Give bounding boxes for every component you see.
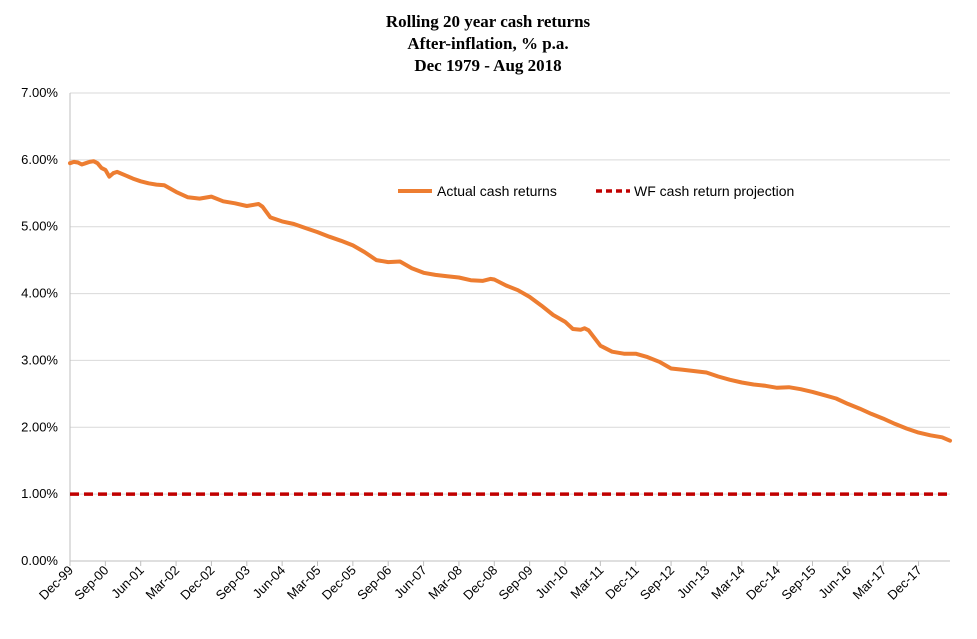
x-tick-label: Mar-17 [850,563,890,603]
y-tick-label: 2.00% [21,419,58,434]
x-tick-label: Mar-02 [142,563,182,603]
x-tick-label: Mar-05 [284,563,324,603]
x-tick-label: Dec-08 [460,563,500,603]
chart-title-line-3: Dec 1979 - Aug 2018 [414,56,561,75]
legend: Actual cash returns WF cash return projec… [398,183,794,199]
x-tick-label: Jun-01 [108,563,147,602]
legend-label-actual-cash-returns: Actual cash returns [437,183,557,199]
series [68,159,952,496]
y-tick-label: 3.00% [21,352,58,367]
x-tick-label: Dec-11 [602,563,642,603]
x-tick-label: Mar-11 [567,563,606,602]
gridlines [70,92,950,495]
x-tick-label: Jun-04 [250,563,289,602]
chart-title-line-1: Rolling 20 year cash returns [386,12,591,31]
x-tick-label: Sep-03 [213,563,253,603]
series-line-actual-cash-returns [68,159,952,443]
legend-label-wf-cash-return-projection: WF cash return projection [634,183,794,199]
x-tick-label: Mar-14 [708,563,748,603]
y-tick-label: 1.00% [21,486,58,501]
x-tick-label: Sep-00 [71,563,111,603]
x-tick-label: Sep-09 [496,563,536,603]
axes: 0.00% 1.00% 2.00% 3.00% 4.00% 5.00% 6.00% 7.00%… [21,85,950,603]
x-tick-label: Jun-10 [532,563,571,602]
x-tick-label: Jun-13 [674,563,713,602]
x-tick-label: Sep-12 [637,563,677,603]
x-tick-label: Jun-07 [391,563,430,602]
y-tick-label: 4.00% [21,286,58,301]
y-tick-label: 5.00% [21,219,58,234]
chart-title: Rolling 20 year cash returns After-infla… [386,12,591,75]
x-tick-label: Sep-06 [354,563,394,603]
y-tick-label: 0.00% [21,553,58,568]
x-tick-label: Sep-15 [778,563,818,603]
x-tick-label: Jun-16 [815,563,854,602]
x-tick-label: Dec-02 [177,563,217,603]
x-tick-label: Dec-99 [36,563,76,603]
x-tick-label: Mar-08 [425,563,465,603]
y-tick-label: 6.00% [21,152,58,167]
x-tick-label: Dec-05 [319,563,359,603]
y-tick-label: 7.00% [21,85,58,100]
chart-title-line-2: After-inflation, % p.a. [407,34,568,53]
x-tick-label: Dec-17 [884,563,924,603]
x-tick-label: Dec-14 [743,563,783,603]
